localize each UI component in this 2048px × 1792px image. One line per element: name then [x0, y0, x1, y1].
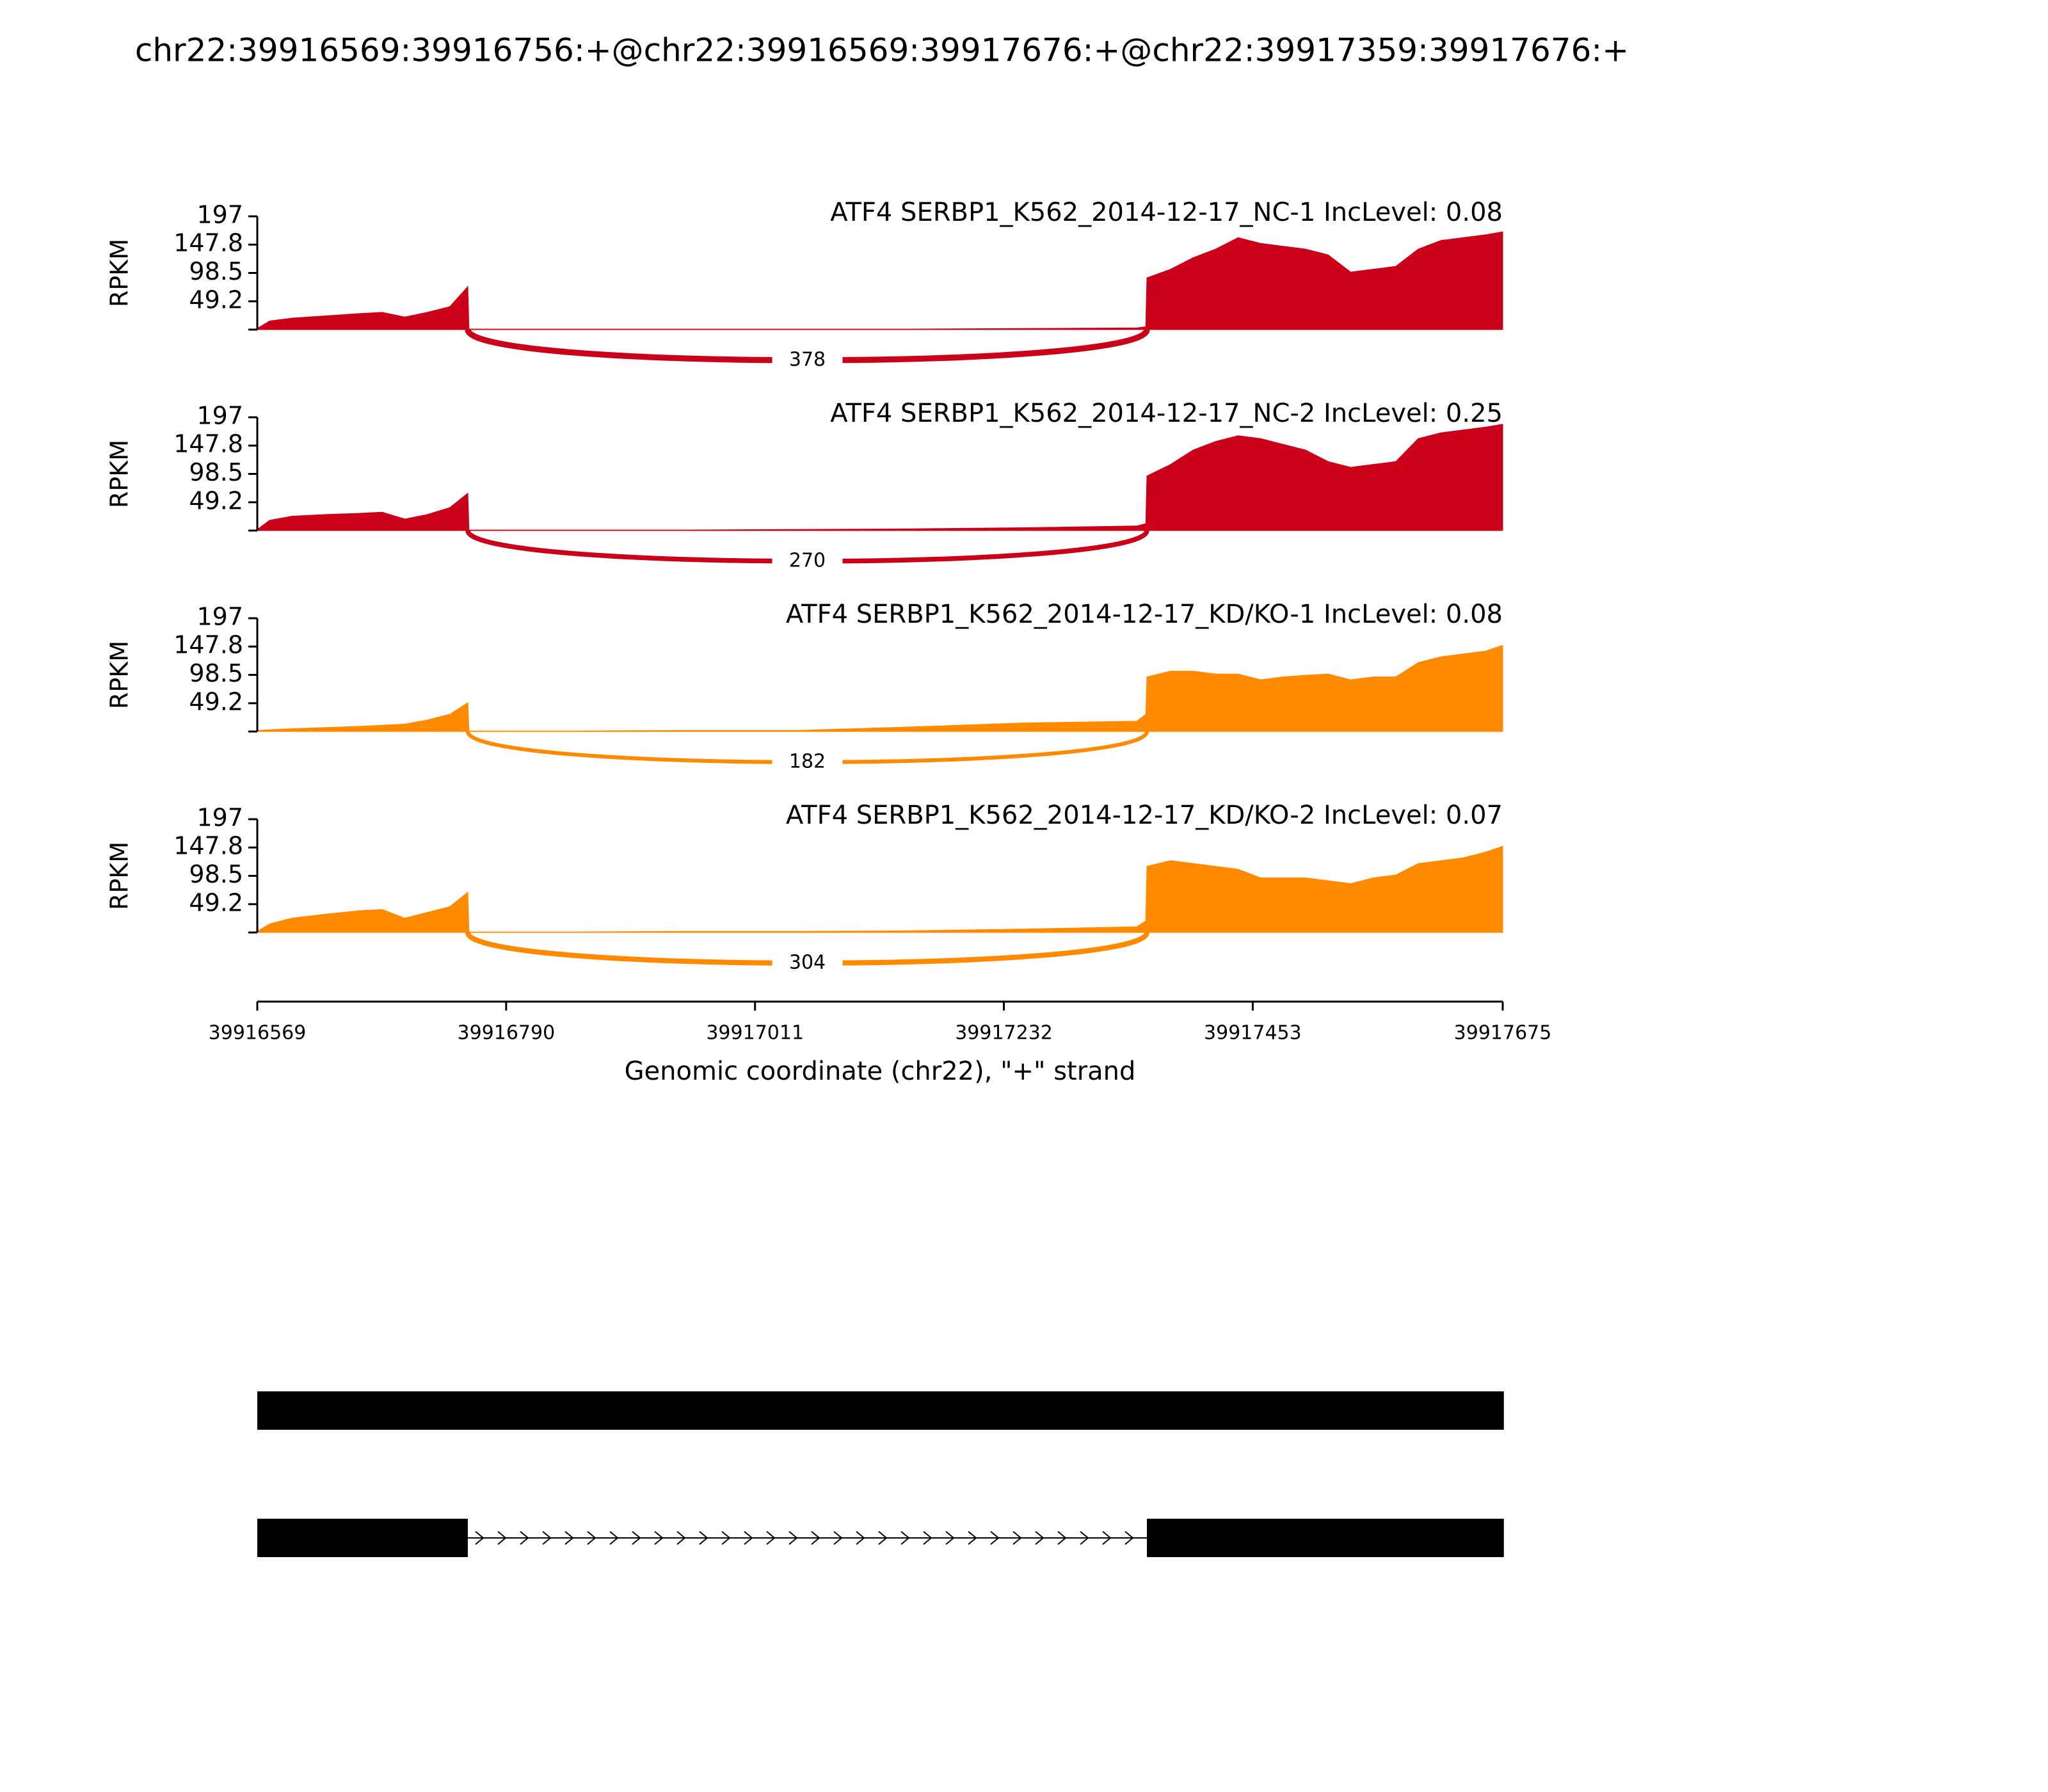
strand-arrow [1057, 1531, 1067, 1545]
y-axis-label: RPKM [106, 842, 134, 910]
y-tick-label: 49.2 [189, 486, 243, 515]
x-tick-label: 39916790 [457, 1022, 555, 1044]
y-tick-label: 49.2 [189, 687, 243, 716]
chart-title: chr22:39916569:39916756:+@chr22:39916569… [135, 32, 1629, 69]
y-tick-label: 197 [196, 603, 243, 631]
x-tick-label: 39917453 [1204, 1022, 1302, 1044]
strand-arrow [721, 1531, 731, 1545]
strand-arrow [520, 1531, 529, 1545]
track-title: ATF4 SERBP1_K562_2014-12-17_NC-2 IncLeve… [830, 399, 1503, 428]
y-tick-label: 197 [196, 804, 243, 832]
x-tick-label: 39916569 [209, 1022, 307, 1044]
track-title: ATF4 SERBP1_K562_2014-12-17_KD/KO-1 IncL… [786, 600, 1503, 629]
y-tick-label: 98.5 [189, 659, 243, 687]
strand-arrow [878, 1531, 888, 1545]
strand-arrow [699, 1531, 708, 1545]
coverage-area [257, 644, 1503, 732]
x-axis-label: Genomic coordinate (chr22), "+" strand [625, 1057, 1136, 1086]
strand-arrow [811, 1531, 820, 1545]
y-tick-label: 98.5 [189, 257, 243, 285]
strand-arrow [1124, 1531, 1134, 1545]
y-tick-label: 197 [196, 201, 243, 229]
strand-arrow [923, 1531, 932, 1545]
y-tick-label: 147.8 [173, 430, 243, 458]
strand-arrow [990, 1531, 1000, 1545]
junction-count: 304 [789, 952, 826, 974]
y-tick-label: 98.5 [189, 860, 243, 888]
strand-arrow [497, 1531, 507, 1545]
x-tick-label: 39917675 [1454, 1022, 1552, 1044]
strand-arrow [587, 1531, 596, 1545]
y-tick-label: 49.2 [189, 285, 243, 314]
strand-arrow [788, 1531, 798, 1545]
junction-label-box [772, 949, 843, 977]
strand-arrow [609, 1531, 619, 1545]
junction-count: 378 [789, 349, 826, 371]
strand-arrow [856, 1531, 865, 1545]
junction-label-box [772, 748, 843, 776]
x-tick-label: 39917011 [706, 1022, 804, 1044]
strand-arrow [564, 1531, 574, 1545]
y-axis-label: RPKM [106, 641, 134, 709]
coverage-area [257, 424, 1503, 531]
junction-label-box [772, 346, 843, 374]
strand-arrow [766, 1531, 776, 1545]
coverage-area [257, 231, 1503, 330]
strand-arrow [900, 1531, 910, 1545]
strand-arrow [968, 1531, 977, 1545]
strand-arrow [1102, 1531, 1112, 1545]
strand-arrow [676, 1531, 686, 1545]
coverage-area [257, 845, 1503, 933]
strand-arrow [475, 1531, 484, 1545]
strand-arrow [542, 1531, 552, 1545]
y-axis-label: RPKM [106, 440, 134, 508]
exon [257, 1519, 468, 1557]
strand-arrow [1080, 1531, 1089, 1545]
track-title: ATF4 SERBP1_K562_2014-12-17_NC-1 IncLeve… [830, 198, 1503, 227]
y-tick-label: 49.2 [189, 888, 243, 916]
y-tick-label: 197 [196, 402, 243, 430]
strand-arrow [632, 1531, 641, 1545]
strand-arrow [1012, 1531, 1022, 1545]
track-title: ATF4 SERBP1_K562_2014-12-17_KD/KO-2 IncL… [786, 801, 1503, 830]
y-tick-label: 147.8 [173, 832, 243, 860]
y-tick-label: 98.5 [189, 458, 243, 486]
strand-arrow [654, 1531, 664, 1545]
exon [257, 1391, 1504, 1430]
junction-label-box [772, 547, 843, 575]
strand-arrow [833, 1531, 843, 1545]
junction-count: 182 [789, 751, 826, 773]
y-tick-label: 147.8 [173, 631, 243, 659]
y-tick-label: 147.8 [173, 229, 243, 257]
x-tick-label: 39917232 [955, 1022, 1053, 1044]
strand-arrow [744, 1531, 753, 1545]
strand-arrow [945, 1531, 955, 1545]
exon [1147, 1519, 1504, 1557]
y-axis-label: RPKM [106, 239, 134, 307]
junction-count: 270 [789, 550, 826, 572]
strand-arrow [1035, 1531, 1044, 1545]
